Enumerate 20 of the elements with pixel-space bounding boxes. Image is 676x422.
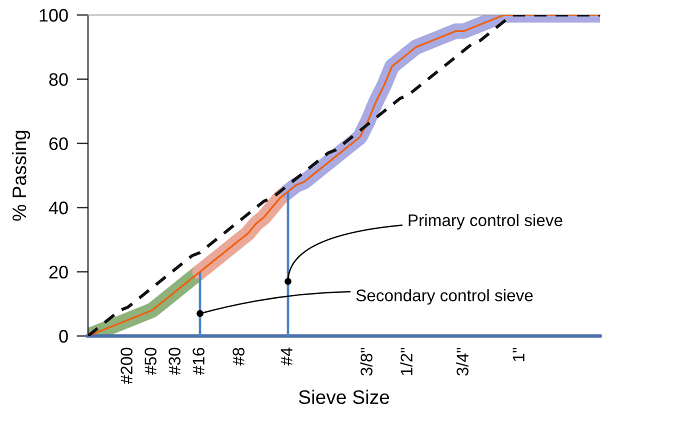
x-tick-label: #50 xyxy=(144,348,156,375)
x-tick-label: 3/8" xyxy=(360,348,372,376)
x-tick-label: #8 xyxy=(232,348,244,366)
y-tick-label: 40 xyxy=(48,202,68,214)
y-axis-title: % Passing xyxy=(12,130,30,221)
y-tick-label: 20 xyxy=(49,266,68,279)
x-tick-label: #200 xyxy=(120,348,132,384)
y-tick-label: 80 xyxy=(49,73,68,86)
y-tick-label: 60 xyxy=(49,137,68,150)
x-axis-title: Sieve Size xyxy=(298,390,390,404)
annotation: Primary control sieve xyxy=(408,214,562,230)
x-tick-label: #30 xyxy=(168,348,180,375)
y-tick-label: 0 xyxy=(59,330,68,343)
y-tick-label: 100 xyxy=(40,8,68,22)
x-tick-label: 1/2" xyxy=(400,348,412,375)
x-tick-label: 1" xyxy=(512,348,524,362)
annotation: Secondary control sieve xyxy=(356,289,533,305)
x-tick-label: 3/4" xyxy=(456,348,468,376)
x-tick-label: #4 xyxy=(280,348,292,366)
x-tick-label: #16 xyxy=(192,348,204,375)
